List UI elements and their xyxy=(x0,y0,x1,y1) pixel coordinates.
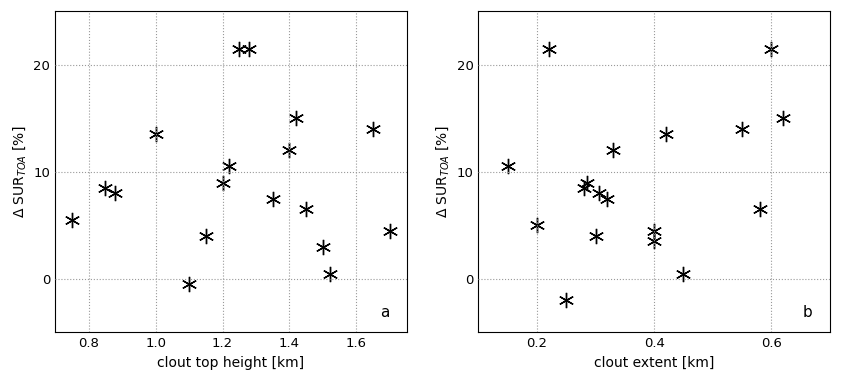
X-axis label: clout extent [km]: clout extent [km] xyxy=(594,356,714,370)
Y-axis label: $\Delta$ SUR$_{TOA}$ [%]: $\Delta$ SUR$_{TOA}$ [%] xyxy=(435,126,451,218)
Text: b: b xyxy=(802,305,812,320)
X-axis label: clout top height [km]: clout top height [km] xyxy=(157,356,304,370)
Text: a: a xyxy=(379,305,389,320)
Y-axis label: $\Delta$ SUR$_{TOA}$ [%]: $\Delta$ SUR$_{TOA}$ [%] xyxy=(11,126,28,218)
